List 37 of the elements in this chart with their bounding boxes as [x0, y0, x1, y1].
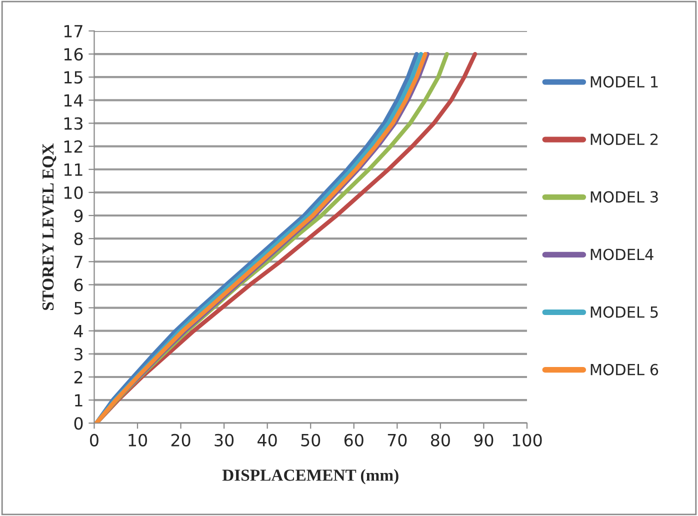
- y-tick-label: 16: [64, 48, 83, 61]
- y-tick-label: 17: [64, 25, 82, 38]
- legend-label: MODEL 3: [590, 191, 658, 203]
- x-tick-label: 30: [214, 434, 234, 446]
- y-tick-label: 10: [64, 186, 83, 200]
- y-tick-label: 2: [74, 370, 82, 384]
- legend-label: MODEL4: [590, 248, 654, 260]
- x-tick-label: 70: [388, 434, 407, 446]
- x-tick-label: 80: [430, 434, 450, 446]
- y-tick-label: 4: [74, 325, 83, 338]
- y-tick-label: 9: [74, 209, 83, 222]
- x-tick-label: 0: [90, 434, 98, 446]
- legend-label: MODEL 2: [590, 134, 658, 146]
- x-tick-label: 20: [171, 434, 190, 446]
- y-tick-label: 1: [75, 394, 82, 406]
- legend-label: MODEL 1: [590, 76, 658, 88]
- legend-label: MODEL 6: [590, 364, 658, 376]
- x-tick-label: 100: [512, 434, 542, 446]
- y-tick-label: 13: [64, 117, 82, 130]
- x-tick-label: 60: [344, 434, 364, 446]
- y-tick-label: 8: [74, 232, 83, 246]
- x-tick-label: 90: [474, 434, 494, 446]
- x-tick-label: 40: [258, 434, 277, 446]
- y-tick-label: 6: [74, 278, 83, 292]
- y-tick-label: 5: [74, 302, 82, 314]
- y-tick-label: 14: [64, 94, 83, 106]
- y-tick-label: 0: [74, 417, 83, 430]
- x-tick-label: 10: [128, 434, 148, 446]
- y-tick-label: 15: [64, 71, 82, 84]
- y-tick-label: 3: [74, 348, 82, 360]
- legend-label: MODEL 5: [590, 306, 658, 318]
- x-tick-label: 50: [301, 434, 320, 446]
- y-tick-label: 12: [64, 140, 82, 153]
- y-tick-label: 7: [74, 256, 82, 268]
- y-tick-label: 11: [64, 164, 82, 176]
- y-axis-title: STOREY LEVEL EQX: [42, 143, 56, 310]
- x-axis-title: DISPLACEMENT (mm): [222, 469, 398, 484]
